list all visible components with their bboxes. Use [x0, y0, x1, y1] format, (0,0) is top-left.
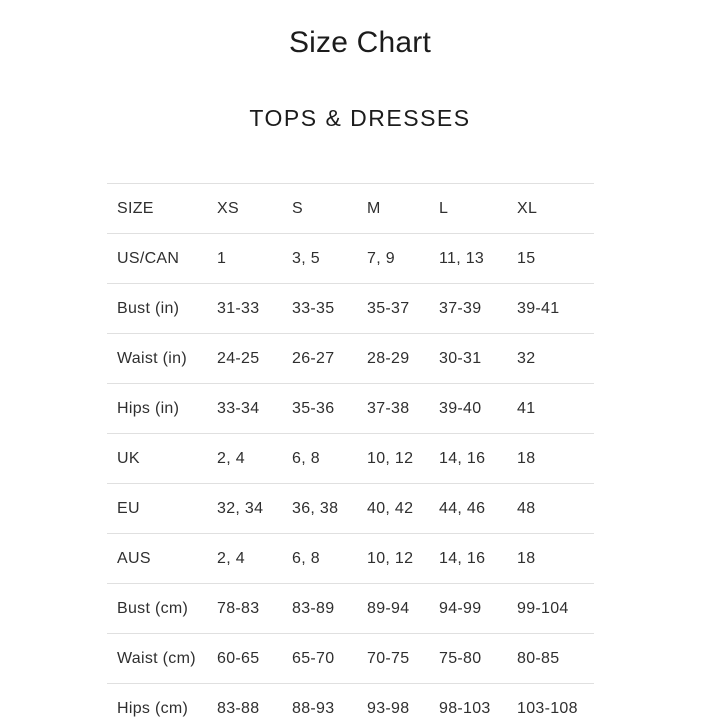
size-cell: 39-41 [517, 299, 560, 317]
row-label: UK [117, 449, 140, 467]
size-cell: 31-33 [217, 299, 260, 317]
row-label: AUS [117, 549, 151, 567]
size-table-header: SIZE XS S M L XL [107, 184, 594, 234]
size-cell: 6, 8 [292, 449, 320, 467]
size-cell: 40, 42 [367, 499, 414, 517]
table-row: Bust (cm) 78-83 83-89 89-94 94-99 99-104 [107, 584, 594, 634]
size-chart-page: Size Chart TOPS & DRESSES SIZE XS S M L XL US… [0, 26, 720, 727]
size-cell: 1 [217, 249, 227, 267]
row-label: EU [117, 499, 140, 517]
size-cell: 98-103 [439, 699, 491, 717]
size-cell: 48 [517, 499, 536, 517]
size-cell: 32, 34 [217, 499, 264, 517]
size-cell: 24-25 [217, 349, 260, 367]
size-cell: 36, 38 [292, 499, 339, 517]
section-title: TOPS & DRESSES [249, 105, 471, 131]
size-cell: 2, 4 [217, 549, 245, 567]
size-cell: 10, 12 [367, 549, 414, 567]
size-cell: 41 [517, 399, 536, 417]
size-cell: 7, 9 [367, 249, 395, 267]
column-header: XS [217, 199, 239, 217]
size-cell: 28-29 [367, 349, 410, 367]
size-cell: 32 [517, 349, 536, 367]
size-cell: 93-98 [367, 699, 410, 717]
size-cell: 30-31 [439, 349, 482, 367]
size-cell: 33-35 [292, 299, 335, 317]
table-row: Waist (cm) 60-65 65-70 70-75 75-80 80-85 [107, 634, 594, 684]
table-header-row: SIZE XS S M L XL [107, 184, 594, 234]
size-cell: 14, 16 [439, 449, 486, 467]
size-cell: 94-99 [439, 599, 482, 617]
table-row: Bust (in) 31-33 33-35 35-37 37-39 39-41 [107, 284, 594, 334]
row-label: Hips (in) [117, 399, 180, 417]
column-header: S [292, 199, 303, 217]
size-cell: 3, 5 [292, 249, 320, 267]
size-cell: 37-39 [439, 299, 482, 317]
size-cell: 44, 46 [439, 499, 486, 517]
size-cell: 89-94 [367, 599, 410, 617]
size-cell: 15 [517, 249, 536, 267]
size-cell: 103-108 [517, 699, 578, 717]
size-cell: 18 [517, 449, 536, 467]
size-cell: 70-75 [367, 649, 410, 667]
size-cell: 2, 4 [217, 449, 245, 467]
table-row: UK 2, 4 6, 8 10, 12 14, 16 18 [107, 434, 594, 484]
size-cell: 78-83 [217, 599, 260, 617]
size-cell: 6, 8 [292, 549, 320, 567]
size-cell: 65-70 [292, 649, 335, 667]
size-cell: 18 [517, 549, 536, 567]
row-label: Hips (cm) [117, 699, 189, 717]
column-header: M [367, 199, 381, 217]
size-cell: 75-80 [439, 649, 482, 667]
size-cell: 33-34 [217, 399, 260, 417]
size-cell: 80-85 [517, 649, 560, 667]
row-label: Waist (in) [117, 349, 187, 367]
size-table-body: US/CAN 1 3, 5 7, 9 11, 13 15 Bust (in) 31-33 33-… [107, 234, 594, 727]
row-label: Waist (cm) [117, 649, 196, 667]
size-cell: 99-104 [517, 599, 569, 617]
size-cell: 11, 13 [439, 249, 485, 267]
row-label: Bust (in) [117, 299, 180, 317]
size-cell: 83-88 [217, 699, 260, 717]
size-cell: 10, 12 [367, 449, 414, 467]
size-table: SIZE XS S M L XL US/CAN 1 3, 5 7, 9 11, 13 15 Bust … [107, 183, 594, 727]
size-cell: 83-89 [292, 599, 335, 617]
size-cell: 37-38 [367, 399, 410, 417]
size-cell: 35-36 [292, 399, 335, 417]
table-row: Hips (in) 33-34 35-36 37-38 39-40 41 [107, 384, 594, 434]
table-row: AUS 2, 4 6, 8 10, 12 14, 16 18 [107, 534, 594, 584]
size-cell: 14, 16 [439, 549, 486, 567]
row-label: US/CAN [117, 249, 180, 267]
size-cell: 60-65 [217, 649, 260, 667]
table-row: US/CAN 1 3, 5 7, 9 11, 13 15 [107, 234, 594, 284]
table-row: Waist (in) 24-25 26-27 28-29 30-31 32 [107, 334, 594, 384]
size-cell: 88-93 [292, 699, 335, 717]
size-cell: 35-37 [367, 299, 410, 317]
page-title: Size Chart [288, 26, 432, 59]
table-row: Hips (cm) 83-88 88-93 93-98 98-103 103-108 [107, 684, 594, 727]
column-header: XL [517, 199, 538, 217]
size-cell: 26-27 [292, 349, 335, 367]
column-header: L [439, 199, 449, 217]
size-cell: 39-40 [439, 399, 482, 417]
row-label: Bust (cm) [117, 599, 189, 617]
column-header: SIZE [117, 199, 154, 217]
table-row: EU 32, 34 36, 38 40, 42 44, 46 48 [107, 484, 594, 534]
